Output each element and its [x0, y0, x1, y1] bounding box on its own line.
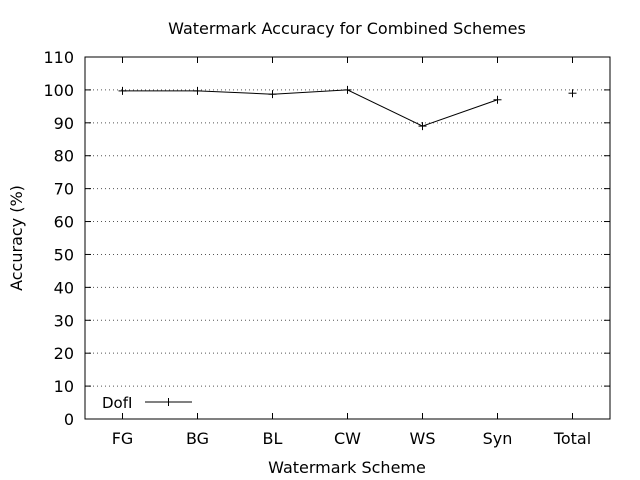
x-tick-label: Syn [483, 429, 513, 448]
y-tick-label: 20 [54, 344, 74, 363]
x-axis: FG BG BL CW WS Syn Total [112, 57, 591, 448]
x-tick-label: WS [410, 429, 436, 448]
y-tick-label: 10 [54, 377, 74, 396]
plot-frame [84, 56, 611, 420]
data-point [193, 86, 202, 95]
y-tick-label: 70 [54, 180, 74, 199]
y-tick-label: 80 [54, 147, 74, 166]
y-tick-label: 40 [54, 278, 74, 297]
y-tick-label: 0 [64, 410, 74, 429]
chart-title: Watermark Accuracy for Combined Schemes [168, 19, 526, 38]
data-point [568, 89, 577, 98]
legend: DofI [102, 394, 192, 412]
series-line [122, 89, 498, 127]
y-tick-label: 50 [54, 245, 74, 264]
grid-lines [85, 89, 610, 387]
x-tick-label: BG [186, 429, 209, 448]
y-axis: 0 10 20 30 40 50 60 70 80 90 100 110 [43, 48, 610, 429]
x-axis-label: Watermark Scheme [268, 458, 426, 477]
y-tick-label: 100 [43, 81, 74, 100]
x-tick-label: Total [553, 429, 591, 448]
data-point [268, 90, 277, 99]
data-point [118, 86, 127, 95]
y-tick-label: 30 [54, 311, 74, 330]
y-tick-label: 110 [43, 48, 74, 67]
data-point [418, 122, 427, 131]
y-tick-label: 90 [54, 114, 74, 133]
series-dofi [118, 85, 577, 131]
data-point [343, 85, 352, 94]
data-point [493, 95, 502, 104]
x-tick-label: CW [334, 429, 361, 448]
y-tick-label: 60 [54, 213, 74, 232]
y-axis-label: Accuracy (%) [7, 185, 26, 291]
x-tick-label: BL [263, 429, 283, 448]
legend-marker [164, 398, 173, 406]
legend-label: DofI [102, 394, 132, 412]
x-tick-label: FG [112, 429, 134, 448]
